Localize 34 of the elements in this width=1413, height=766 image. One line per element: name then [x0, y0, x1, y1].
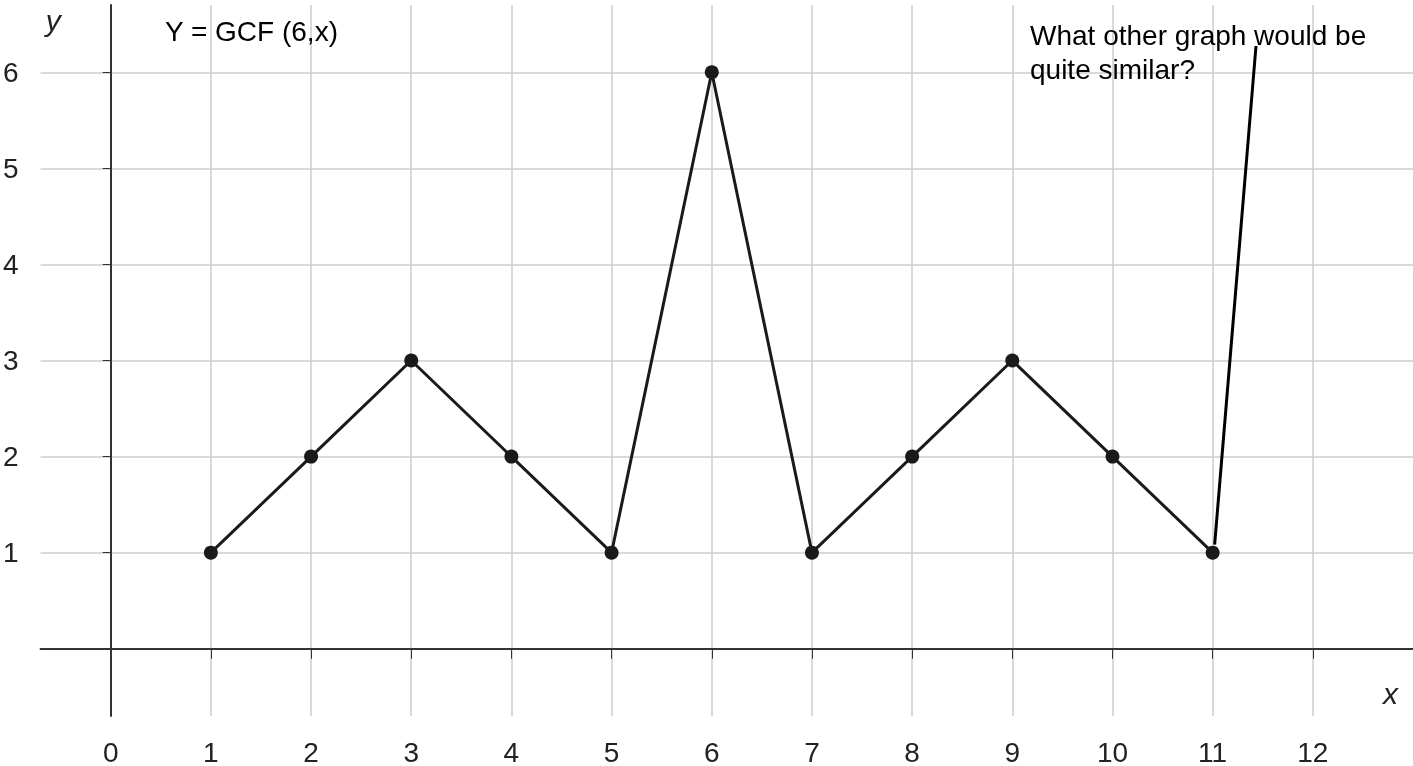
x-tick-label: 7: [804, 736, 820, 766]
x-tick-label: 4: [503, 736, 520, 766]
point: [404, 353, 419, 368]
point: [203, 545, 218, 560]
x-tick-label: 9: [1004, 736, 1021, 766]
x-tick-label: 8: [904, 736, 920, 766]
x-tick-label: 1: [203, 736, 219, 766]
y-tick-label: 2: [2, 441, 19, 473]
point: [304, 449, 319, 464]
point: [1005, 353, 1020, 368]
point: [604, 545, 619, 560]
y-axis-title: y: [43, 3, 63, 37]
x-tick-label: 12: [1297, 736, 1329, 766]
point: [804, 545, 819, 560]
point: [504, 449, 519, 464]
x-tick-label: 0: [102, 736, 119, 766]
point: [905, 449, 920, 464]
chart-title: Y = GCF (6,x): [165, 15, 338, 47]
y-tick-label: 3: [2, 345, 19, 376]
y-tick-label: 5: [2, 152, 19, 184]
point: [1205, 545, 1220, 560]
x-tick-label: 3: [403, 736, 420, 766]
y-tick-label: 4: [2, 248, 19, 280]
y-tick-label: 1: [2, 537, 19, 569]
annotation: What other graph would be quite similar?: [1030, 19, 1374, 85]
x-axis-title: x: [1381, 677, 1399, 711]
x-tick-label: 2: [303, 736, 319, 766]
x-tick-label: 5: [603, 736, 620, 766]
x-tick-label: 11: [1198, 736, 1228, 766]
y-tick-label: 6: [2, 56, 19, 88]
point: [1105, 449, 1120, 464]
x-tick-label: 6: [703, 736, 720, 766]
x-tick-label: 10: [1096, 736, 1129, 766]
point: [704, 65, 719, 80]
